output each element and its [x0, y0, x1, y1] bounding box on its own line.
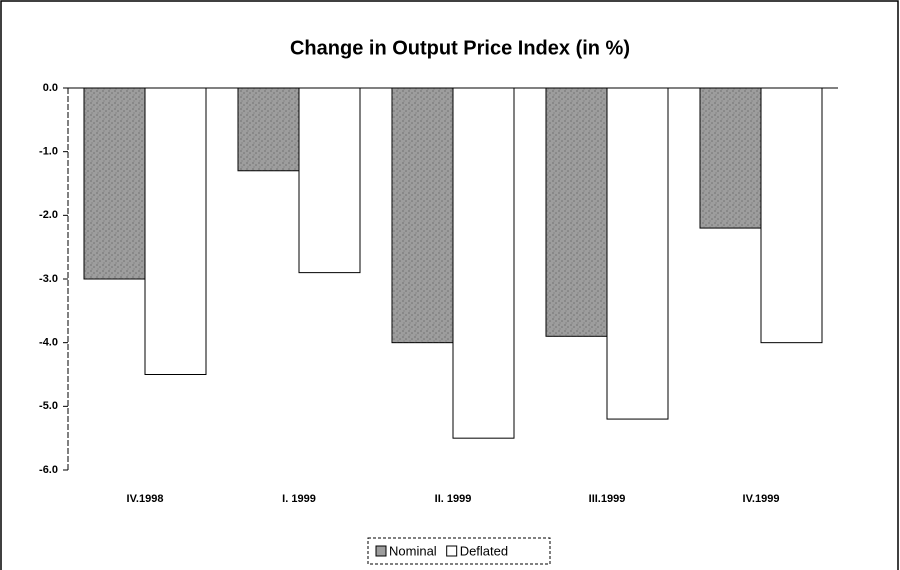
- bar: [452, 87, 515, 439]
- y-tick-label: -1.0: [39, 146, 58, 158]
- bar: [144, 87, 207, 375]
- x-tick-label: IV.1998: [127, 493, 164, 505]
- x-tick-label: II. 1999: [435, 493, 472, 505]
- x-tick-label: I. 1999: [282, 493, 316, 505]
- legend-label: Deflated: [460, 543, 508, 558]
- y-tick-label: -3.0: [39, 273, 58, 285]
- y-tick-label: -2.0: [39, 209, 58, 221]
- legend-label: Nominal: [389, 543, 437, 558]
- bar-texture: [238, 88, 299, 171]
- bar: [760, 87, 823, 344]
- y-tick-label: -4.0: [39, 337, 58, 349]
- bar: [606, 87, 669, 420]
- x-tick-label: III.1999: [589, 493, 626, 505]
- legend-box: [367, 537, 551, 565]
- x-tick-label: IV.1999: [743, 493, 780, 505]
- bar-texture: [84, 88, 145, 279]
- bar-texture: [546, 88, 607, 337]
- y-tick-label: -5.0: [39, 400, 58, 412]
- bar-texture: [700, 88, 761, 229]
- y-tick-label: 0.0: [43, 82, 58, 94]
- chart-title: Change in Output Price Index (in %): [290, 37, 630, 59]
- bar-texture: [392, 88, 453, 343]
- legend-swatch: [446, 545, 458, 557]
- bar: [298, 87, 361, 274]
- y-tick-label: -6.0: [39, 464, 58, 476]
- legend-swatch: [375, 545, 387, 557]
